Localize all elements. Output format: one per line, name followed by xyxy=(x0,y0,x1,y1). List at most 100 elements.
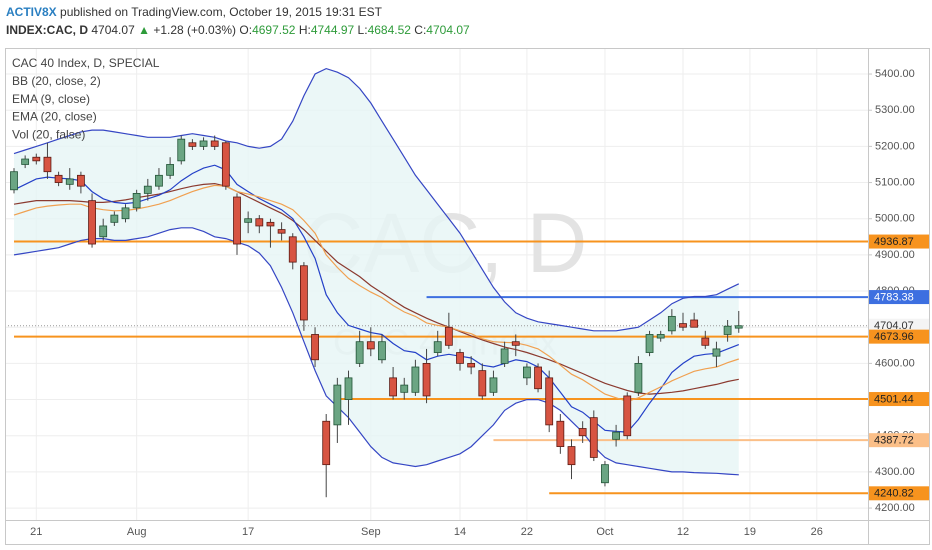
candle-body xyxy=(277,229,286,234)
change: +1.28 (+0.03%) xyxy=(153,23,237,37)
author: ACTIV8X xyxy=(6,5,57,19)
candle-body xyxy=(389,377,398,397)
candle-body xyxy=(266,221,275,227)
level-label: 4936.87 xyxy=(874,236,914,248)
level-box xyxy=(869,392,929,407)
level-box xyxy=(869,329,929,344)
quote-line: INDEX:CAC, D 4704.07 ▲ +1.28 (+0.03%) O:… xyxy=(6,21,470,39)
legend-entry: BB (20, close, 2) xyxy=(12,74,101,88)
indicator-line xyxy=(13,227,739,476)
candle-body xyxy=(143,185,152,194)
y-tick-label: 5400.00 xyxy=(875,68,915,80)
o: 4697.52 xyxy=(252,23,296,37)
x-tick-label: Oct xyxy=(596,526,613,538)
candle-body xyxy=(188,142,197,147)
candle-body xyxy=(221,142,230,187)
candle-body xyxy=(667,315,676,332)
x-tick-label: Sep xyxy=(361,526,381,538)
candle-body xyxy=(10,171,18,191)
candle-body xyxy=(322,420,331,466)
x-tick-label: 14 xyxy=(454,526,466,538)
x-tick-label: 12 xyxy=(677,526,689,538)
candle-body xyxy=(456,352,464,364)
candle-body xyxy=(43,156,52,173)
candle-body xyxy=(378,341,386,361)
candle-body xyxy=(444,326,453,346)
x-tick-label: Aug xyxy=(127,526,147,538)
candle-body xyxy=(679,323,687,328)
published: published on TradingView.com, October 19… xyxy=(60,5,383,19)
candle-body xyxy=(433,341,442,353)
band-fill xyxy=(14,68,739,475)
y-tick-label: 4900.00 xyxy=(875,249,915,261)
candle-body xyxy=(199,140,208,147)
indicator-line xyxy=(13,67,740,332)
candle-body xyxy=(589,417,598,458)
candle-body xyxy=(534,366,542,390)
candle-body xyxy=(478,370,487,397)
x-tick-label: 21 xyxy=(30,526,42,538)
candle-body xyxy=(523,366,531,379)
plot-layer: CAC, DCAC 40 Index xyxy=(6,49,868,520)
candle-body xyxy=(712,348,721,357)
candle-body xyxy=(467,362,476,368)
candle-body xyxy=(311,334,319,361)
candle-body xyxy=(255,218,264,227)
level-label: 4387.72 xyxy=(874,435,914,447)
level-label: 4783.38 xyxy=(874,291,914,303)
candle-body xyxy=(612,431,620,440)
x-tick-label: 22 xyxy=(521,526,533,538)
candle-body xyxy=(54,174,63,183)
candle-body xyxy=(355,341,364,364)
legend-entry: Vol (20, false) xyxy=(12,127,85,141)
symbol: INDEX:CAC, D xyxy=(6,23,89,37)
x-tick-label: 26 xyxy=(811,526,823,538)
level-box xyxy=(869,234,929,249)
indicator-line xyxy=(13,184,739,403)
candle-body xyxy=(132,192,141,209)
candle-body xyxy=(244,218,253,223)
candle-body xyxy=(32,156,41,162)
h: 4744.97 xyxy=(310,23,355,37)
arrow: ▲ xyxy=(138,23,150,37)
legend-entry: EMA (9, close) xyxy=(12,92,90,106)
y-tick-label: 4600.00 xyxy=(875,357,915,369)
legend-entry: EMA (20, close) xyxy=(12,110,97,124)
candle-body xyxy=(88,200,96,245)
candle-body xyxy=(701,337,710,346)
level-box xyxy=(869,486,929,501)
candle-body xyxy=(656,334,665,339)
level-box xyxy=(869,433,929,448)
l-label: L: xyxy=(357,23,368,37)
level-label: 4501.44 xyxy=(874,393,914,405)
frame xyxy=(5,48,930,545)
candle-body xyxy=(65,178,74,185)
candle-body xyxy=(511,341,520,346)
candle-body xyxy=(734,325,743,329)
y-tick-label: 4200.00 xyxy=(875,502,915,514)
price-box xyxy=(869,318,929,333)
y-tick-label: 5000.00 xyxy=(875,213,915,225)
candle-body xyxy=(601,464,609,484)
l: 4684.52 xyxy=(367,23,411,37)
candle-body xyxy=(344,377,353,400)
candle-body xyxy=(723,325,732,335)
candle-body xyxy=(99,225,108,238)
candle-body xyxy=(333,384,342,426)
publish-line: ACTIV8X published on TradingView.com, Oc… xyxy=(6,3,470,21)
c: 4704.07 xyxy=(426,23,470,37)
candle-body xyxy=(489,377,498,393)
candle-body xyxy=(233,196,241,245)
price-label: 4704.07 xyxy=(874,320,914,332)
candle-body xyxy=(500,348,509,364)
h-label: H: xyxy=(298,23,311,37)
legend-entry: CAC 40 Index, D, SPECIAL xyxy=(12,56,160,70)
candle-body xyxy=(110,214,119,223)
candle-body xyxy=(299,265,308,321)
candle-body xyxy=(177,138,186,162)
y-tick-label: 4300.00 xyxy=(875,466,915,478)
candle-body xyxy=(121,207,130,220)
candle-body xyxy=(645,334,654,353)
